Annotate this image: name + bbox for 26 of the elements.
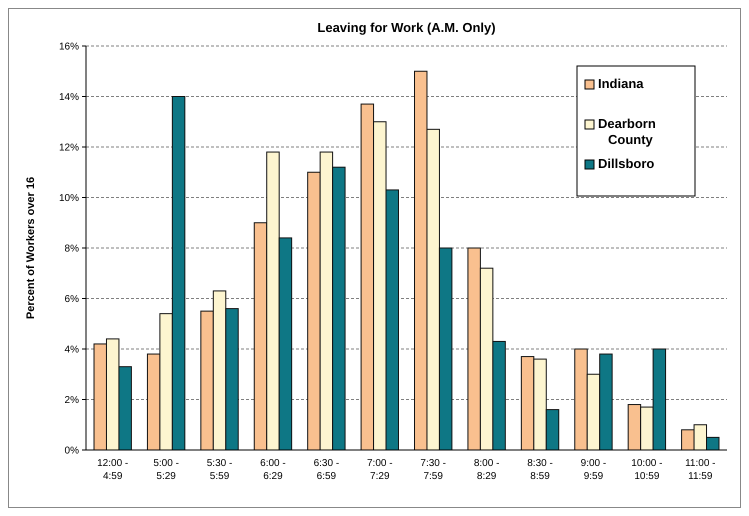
x-tick-label: 9:00 - 9:59 — [580, 458, 606, 482]
x-tick-label: 6:30 - 6:59 — [314, 458, 340, 482]
x-tick-label: 11:00 - 11:59 — [685, 458, 716, 482]
x-tick-label: 10:00 - 10:59 — [631, 458, 662, 482]
legend-label: Dearborn County — [598, 116, 656, 147]
y-tick-label: 12% — [58, 142, 80, 154]
x-tick-label: 7:30 - 7:59 — [420, 458, 446, 482]
x-tick-label: 12:00 - 4:59 — [97, 458, 128, 482]
x-tick-label: 6:00 - 6:29 — [260, 458, 286, 482]
chart-title: Leaving for Work (A.M. Only) — [317, 20, 496, 35]
x-tick-label: 5:30 - 5:59 — [206, 458, 232, 482]
y-tick-label: 0% — [64, 446, 80, 456]
y-tick-label: 6% — [64, 294, 80, 305]
y-tick-label: 4% — [64, 344, 80, 356]
y-axis-title: Percent of Workers over 16 — [25, 176, 37, 320]
legend-label: Indiana — [598, 76, 644, 91]
y-tick-label: 8% — [64, 244, 80, 254]
y-tick-label: 16% — [58, 42, 80, 52]
y-tick-label: 10% — [58, 193, 80, 204]
x-tick-label: 7:00 - 7:29 — [367, 458, 393, 482]
legend-label: Dillsboro — [598, 156, 654, 171]
y-tick-label: 14% — [58, 92, 80, 103]
y-tick-label: 2% — [64, 395, 80, 406]
x-tick-label: 8:30 - 8:59 — [527, 458, 553, 482]
x-tick-label: 8:00 - 8:29 — [474, 458, 500, 482]
x-tick-label: 5:00 - 5:29 — [153, 458, 179, 482]
